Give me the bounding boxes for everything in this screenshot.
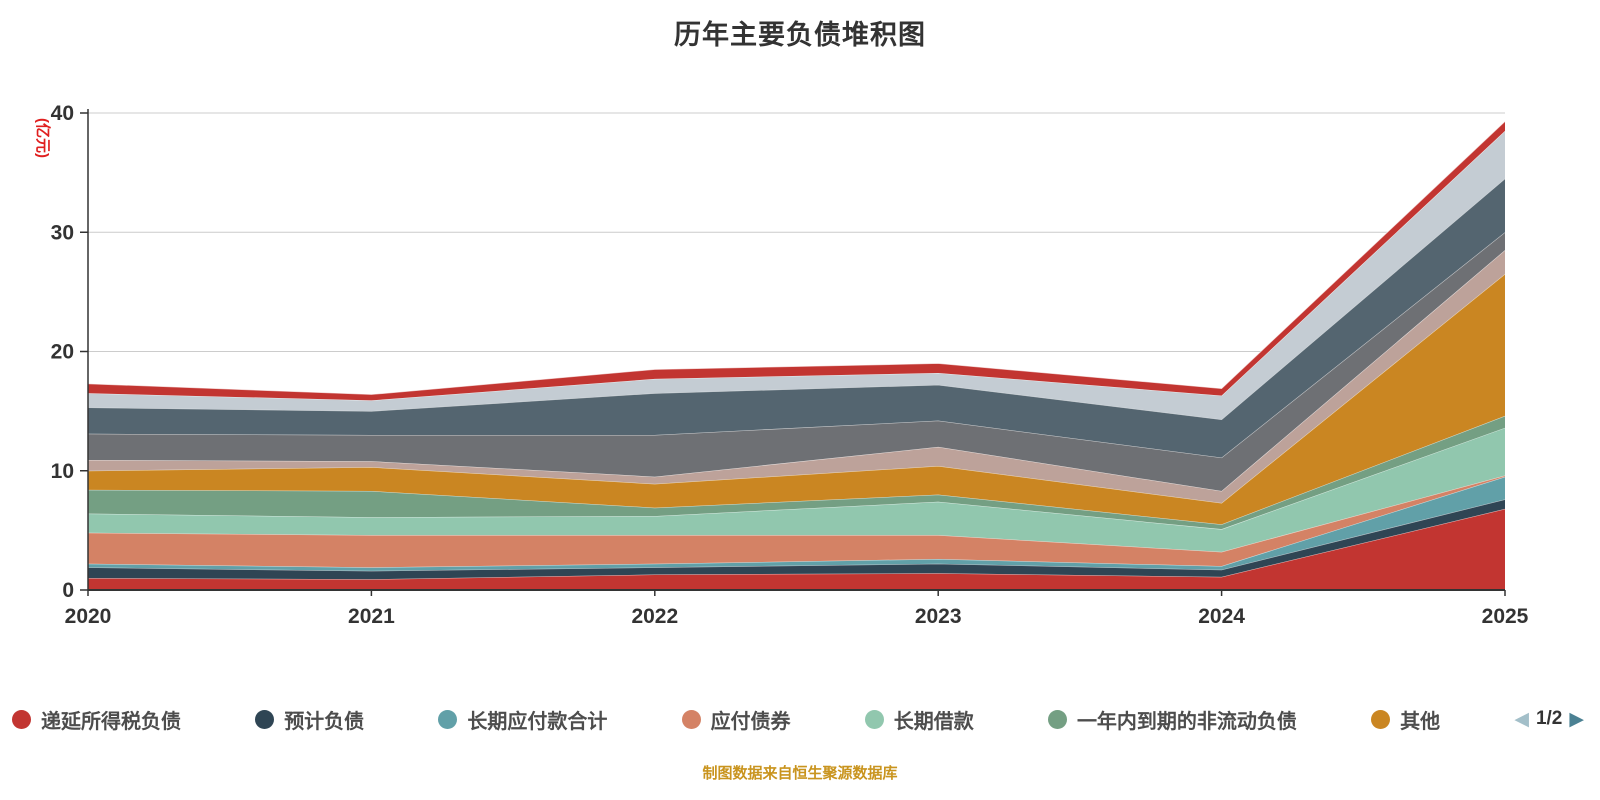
- legend-item-label: 其他: [1400, 710, 1441, 733]
- x-tick-label: 2025: [1482, 605, 1529, 628]
- legend-marker-icon: [12, 709, 31, 729]
- x-tick-label: 2021: [348, 605, 395, 628]
- series-boundary-line: [87, 120, 1506, 395]
- y-tick-label: 20: [51, 341, 74, 364]
- legend-item-一年内到期的非流动负债[interactable]: 一年内到期的非流动负债: [1047, 705, 1297, 734]
- x-tick-label: 2020: [65, 605, 112, 628]
- source-note: 制图数据来自恒生聚源数据库: [702, 765, 898, 782]
- legend-item-长期应付款合计[interactable]: 长期应付款合计: [438, 705, 607, 734]
- chart-title: 历年主要负债堆积图: [674, 20, 926, 50]
- plot-svg: 0 10 20 30 40 2020 2021 2022 2023 2024 2025 (亿元): [34, 102, 1529, 628]
- y-tick-label: 0: [62, 579, 74, 602]
- x-tick-label: 2024: [1198, 605, 1245, 628]
- legend-marker-icon: [255, 709, 275, 729]
- x-tick-label: 2023: [915, 605, 962, 628]
- area-series-unnamed-10[interactable]: [88, 178, 1505, 458]
- y-tick-label: 40: [51, 102, 74, 125]
- legend-item-应付债券[interactable]: 应付债券: [681, 705, 791, 734]
- area-series-一年内到期的非流动负债[interactable]: [88, 415, 1505, 530]
- legend-page-indicator: 1/2: [1535, 708, 1563, 729]
- legend-marker-icon: [681, 709, 701, 729]
- legend-prev-icon[interactable]: ◀: [1514, 708, 1529, 730]
- y-axis-unit-label: (亿元): [34, 118, 52, 158]
- legend-marker-icon: [1047, 709, 1067, 729]
- legend-item-label: 预计负债: [284, 710, 365, 733]
- legend: 递延所得税负债 预计负债 长期应付款合计 应付债券 长期借款 一年内到期的非流动负债 其他 …: [12, 701, 1584, 737]
- legend-item-label: 长期借款: [893, 710, 974, 733]
- area-series-unnamed-9[interactable]: [88, 232, 1505, 492]
- legend-item-label: 一年内到期的非流动负债: [1076, 710, 1297, 733]
- x-tick-label: 2022: [631, 605, 678, 628]
- area-series-应付债券[interactable]: [88, 475, 1505, 568]
- legend-marker-icon: [864, 709, 884, 729]
- area-series-预计负债[interactable]: [88, 499, 1505, 580]
- legend-marker-icon: [438, 709, 458, 729]
- legend-item-预计负债[interactable]: 预计负债: [255, 705, 364, 734]
- legend-marker-icon: [1371, 709, 1391, 729]
- legend-item-label: 应付债券: [710, 710, 791, 733]
- area-series-长期借款[interactable]: [88, 427, 1505, 552]
- legend-item-递延所得税负债[interactable]: 递延所得税负债: [12, 705, 181, 734]
- legend-item-label: 长期应付款合计: [467, 710, 608, 733]
- y-tick-label: 10: [51, 460, 74, 483]
- legend-item-其他[interactable]: 其他: [1371, 705, 1440, 734]
- area-series-递延所得税负债[interactable]: [88, 508, 1505, 590]
- legend-next-icon[interactable]: ▶: [1569, 708, 1584, 730]
- legend-pager: ◀ 1/2 ▶: [1514, 708, 1584, 730]
- legend-item-label: 递延所得税负债: [41, 710, 181, 733]
- y-tick-label: 30: [51, 221, 74, 244]
- legend-item-长期借款[interactable]: 长期借款: [864, 705, 974, 734]
